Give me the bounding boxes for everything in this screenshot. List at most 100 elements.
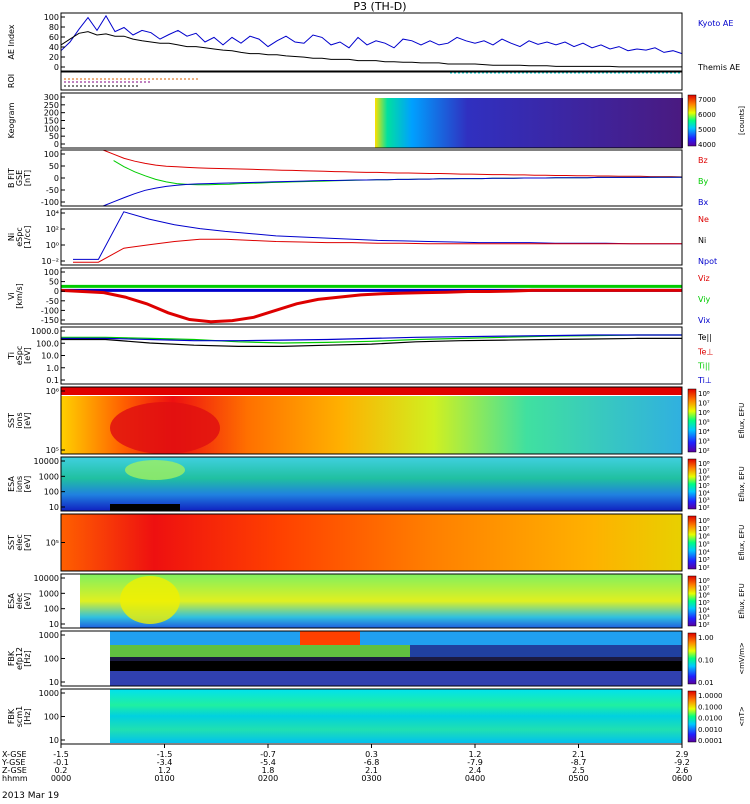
fbk_e-ylabel: [Hz] <box>23 650 32 666</box>
esa_e-ylabel: ESA <box>7 593 16 609</box>
time-axis-value: -1.5 <box>157 750 173 759</box>
esa_i-colorbar-label: 10⁶ <box>698 475 710 483</box>
bfield-ylabel: B FIT <box>7 168 16 188</box>
temperature-legend-entry: Ti⊥ <box>697 376 712 385</box>
esa_i-colorbar-label: 10⁴ <box>698 489 710 497</box>
sst_e-colorbar-label: 10⁵ <box>698 541 710 549</box>
keogram-colorbar <box>687 94 697 147</box>
sst_i-colorbar-label: 10⁸ <box>698 390 710 398</box>
time-axis-value: -1.5 <box>53 750 69 759</box>
ae-ytick-label: 60 <box>49 33 59 42</box>
velocity-ytick-label: 100 <box>44 268 59 277</box>
fbk_e-colorbar <box>687 632 697 685</box>
keogram-ytick-label: 100 <box>44 124 59 133</box>
velocity-legend-entry: Viz <box>698 274 710 283</box>
time-axis-value: -0.7 <box>260 750 276 759</box>
fbk-b-spectrogram <box>110 689 682 743</box>
density-legend-entry: Npot <box>698 257 717 266</box>
fbk_b-ylabel: FBK <box>7 708 16 724</box>
sst_e-ylabel: SST <box>7 535 16 550</box>
time-axis: X-GSE -1.5 -1.5 -0.7 0.3 1.2 2.1 2.9 Y-GSE -0.1 -3… <box>1 744 692 783</box>
ae-ytick-label: 80 <box>49 23 59 32</box>
sst_i-ylabel: ions <box>15 412 24 428</box>
sst_i-ylabel: [eV] <box>23 412 32 429</box>
esa_e-colorbar-label: 10⁷ <box>698 584 710 592</box>
sst_e-colorbar-label: 10⁴ <box>698 548 710 556</box>
time-axis-value: 0100 <box>154 774 174 783</box>
time-axis-value: 2.4 <box>469 766 482 775</box>
spectrogram-layers <box>61 72 683 743</box>
sst_e-colorbar <box>687 515 697 570</box>
fbk_e-colorbar-title: <mV/m> <box>738 642 746 675</box>
velocity-ytick-label: 50 <box>49 278 59 287</box>
esa_e-colorbar-label: 10⁶ <box>698 592 710 600</box>
sst_e-colorbar-label: 10³ <box>698 556 710 564</box>
fbk_b-ytick-label: 1000 <box>39 689 59 698</box>
density-legend-entry: Ni <box>698 236 706 245</box>
time-axis-value: 0400 <box>465 774 485 783</box>
bfield-ylabel: [nT] <box>23 170 32 186</box>
fbk-e-mid-band-late <box>410 645 682 657</box>
esa_e-frame <box>60 573 683 629</box>
ae-legend-entry: Themis AE <box>697 63 740 72</box>
bfield-ytick-label: 50 <box>49 162 59 171</box>
time-axis-value: 0.3 <box>365 750 378 759</box>
esa_i-colorbar-label: 10⁷ <box>698 467 710 475</box>
ae-ytick-label: 40 <box>49 43 59 52</box>
line-series <box>60 14 683 347</box>
temperature-ylabel: [eV] <box>23 347 32 364</box>
esa_i-ylabel: ESA <box>7 476 16 492</box>
sst_i-colorbar-label: 10² <box>698 447 710 455</box>
esa_i-ytick-label: 100 <box>44 488 59 497</box>
npot-line <box>73 211 682 260</box>
time-axis-value: 0200 <box>258 774 278 783</box>
fbk_b-colorbar-label: 0.1000 <box>698 703 723 711</box>
fbk_b-ytick-label: 10 <box>49 736 59 745</box>
keogram-colorbar-label: 6000 <box>698 111 716 119</box>
keogram-ylabel: Keogram <box>7 102 16 138</box>
sst_e-ylabel: [eV] <box>23 534 32 551</box>
bfield-ytick-label: 100 <box>44 150 59 159</box>
temperature-ytick-label: 1000.0 <box>31 327 59 336</box>
fbk_e-ytick-label: 10 <box>49 678 59 687</box>
ae-ylabel: AE Index <box>7 24 16 59</box>
esa_i-colorbar-label: 10⁵ <box>698 482 710 490</box>
velocity-ylabel: [km/s] <box>15 283 24 309</box>
time-axis-value: -8.7 <box>571 758 587 767</box>
ae-ytick-label: 20 <box>49 53 59 62</box>
ae-legend-entry: Kyoto AE <box>698 19 733 28</box>
temperature-ytick-label: 100.0 <box>36 339 59 348</box>
esa_i-ylabel: ions <box>15 476 24 492</box>
density-ytick-label: 10⁻² <box>41 257 59 266</box>
esa_e-ytick-label: 10000 <box>34 574 59 583</box>
esa-elec-patch <box>120 576 180 624</box>
esa_i-colorbar-title: Eflux, EFU <box>738 466 746 501</box>
fbk_b-colorbar <box>687 690 697 743</box>
velocity-ytick-label: -100 <box>41 306 59 315</box>
bz-line <box>102 149 683 178</box>
velocity-legend-entry: Viy <box>698 295 711 304</box>
bfield-ytick-label: -50 <box>46 186 59 195</box>
keogram-ytick-label: 300 <box>44 93 59 102</box>
roi-frame <box>60 71 683 91</box>
sst_e-ytick-label: 10⁵ <box>46 539 59 548</box>
velocity-ylabel: Vi <box>7 292 16 300</box>
ae-ytick-label: 0 <box>54 63 59 72</box>
sst_i-frame <box>60 386 683 455</box>
bx-line <box>102 176 682 207</box>
sst_i-colorbar <box>687 388 697 453</box>
esa_e-colorbar-title: Eflux, EFU <box>738 583 746 618</box>
temperature-legend-entry: Te⊥ <box>697 347 713 356</box>
esa_e-ytick-label: 100 <box>44 605 59 614</box>
keogram-ytick-label: 0 <box>54 140 59 149</box>
time-axis-value: 0000 <box>51 774 71 783</box>
sst-ions-hotspot <box>110 402 220 454</box>
time-axis-value: 2.1 <box>365 766 378 775</box>
te-par-line <box>61 337 682 347</box>
plot-title: P3 (TH-D) <box>353 0 406 13</box>
fbk_e-ytick-label: 100 <box>44 655 59 664</box>
velocity-ytick-label: 0 <box>54 287 59 296</box>
keogram-colorbar-label: 5000 <box>698 126 716 134</box>
mode-bar <box>61 387 682 395</box>
sst_e-colorbar-label: 10⁷ <box>698 525 710 533</box>
